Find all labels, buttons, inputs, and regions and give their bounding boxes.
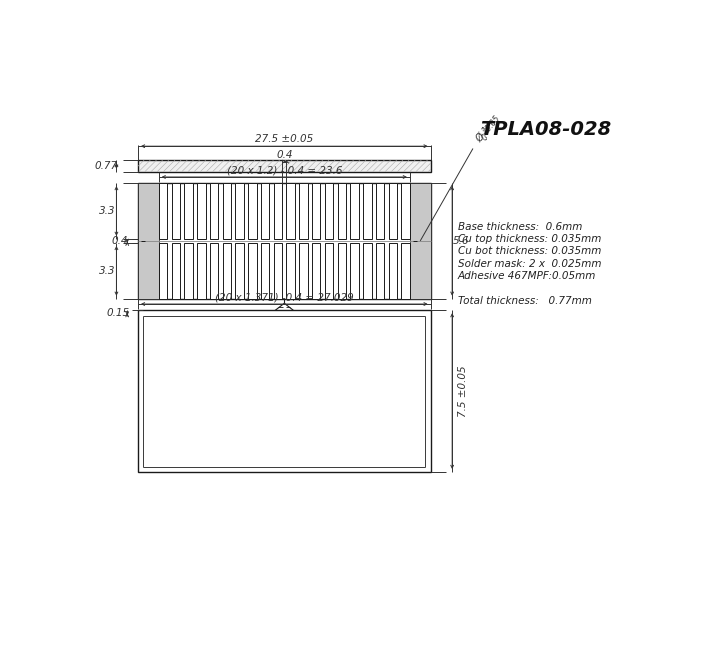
Bar	[363, 243, 372, 299]
Text: Solder mask: 2 x  0.025mm: Solder mask: 2 x 0.025mm	[457, 259, 601, 269]
Bar	[197, 183, 206, 239]
Bar	[312, 183, 320, 239]
Bar	[261, 183, 269, 239]
Bar	[363, 183, 372, 239]
Bar	[158, 243, 167, 299]
Bar	[171, 243, 180, 299]
Text: Adhesive 467MPF:0.05mm: Adhesive 467MPF:0.05mm	[457, 271, 596, 281]
Text: 27.5 ±0.05: 27.5 ±0.05	[255, 134, 313, 145]
Bar	[138, 183, 431, 299]
Text: 3.3: 3.3	[99, 266, 115, 276]
Bar	[235, 243, 244, 299]
Bar	[312, 243, 320, 299]
Bar	[325, 183, 333, 239]
Bar	[287, 243, 295, 299]
Bar	[197, 243, 206, 299]
Bar	[376, 183, 384, 239]
Text: +0.05: +0.05	[480, 114, 502, 138]
Bar	[389, 183, 397, 239]
Bar	[184, 243, 193, 299]
Bar	[248, 183, 256, 239]
Bar	[401, 183, 410, 239]
Bar	[261, 243, 269, 299]
Text: Cu bot thickness: 0.035mm: Cu bot thickness: 0.035mm	[457, 246, 601, 256]
Bar	[138, 183, 158, 299]
Bar	[410, 183, 431, 299]
Bar	[235, 183, 244, 239]
Bar	[274, 243, 282, 299]
Bar	[350, 183, 359, 239]
Bar	[325, 243, 333, 299]
Bar	[138, 160, 431, 172]
Text: Total thickness:   0.77mm: Total thickness: 0.77mm	[457, 296, 591, 306]
Bar	[401, 243, 410, 299]
Bar	[300, 243, 307, 299]
Text: 3.3: 3.3	[99, 206, 115, 216]
Bar	[210, 183, 218, 239]
Bar	[210, 243, 218, 299]
Bar	[376, 243, 384, 299]
Bar	[338, 243, 346, 299]
Bar	[248, 243, 256, 299]
Text: (20 x 1.371) -0.4 = 27.029: (20 x 1.371) -0.4 = 27.029	[215, 292, 354, 302]
Bar	[287, 183, 295, 239]
Bar	[338, 183, 346, 239]
Bar	[274, 183, 282, 239]
Bar	[138, 310, 431, 472]
Text: TPLA08-028: TPLA08-028	[480, 119, 612, 139]
Text: 0.4: 0.4	[112, 236, 127, 246]
Text: 0.15: 0.15	[107, 308, 130, 318]
Text: Ø 1: Ø 1	[474, 125, 493, 144]
Bar	[222, 243, 231, 299]
Text: 7.5 ±0.05: 7.5 ±0.05	[458, 365, 468, 417]
Bar	[389, 243, 397, 299]
Text: 0.77: 0.77	[94, 161, 117, 171]
Text: Cu top thickness: 0.035mm: Cu top thickness: 0.035mm	[457, 234, 601, 244]
Bar	[222, 183, 231, 239]
Text: (20 x 1.2) - 0.4 = 23.6: (20 x 1.2) - 0.4 = 23.6	[227, 166, 342, 176]
Text: 0: 0	[480, 133, 490, 143]
Bar	[158, 183, 167, 239]
Bar	[300, 183, 307, 239]
Text: 5.6: 5.6	[453, 236, 469, 246]
Text: 0.4: 0.4	[276, 150, 292, 160]
Bar	[171, 183, 180, 239]
Bar	[184, 183, 193, 239]
Bar	[350, 243, 359, 299]
Text: Base thickness:  0.6mm: Base thickness: 0.6mm	[457, 222, 582, 232]
